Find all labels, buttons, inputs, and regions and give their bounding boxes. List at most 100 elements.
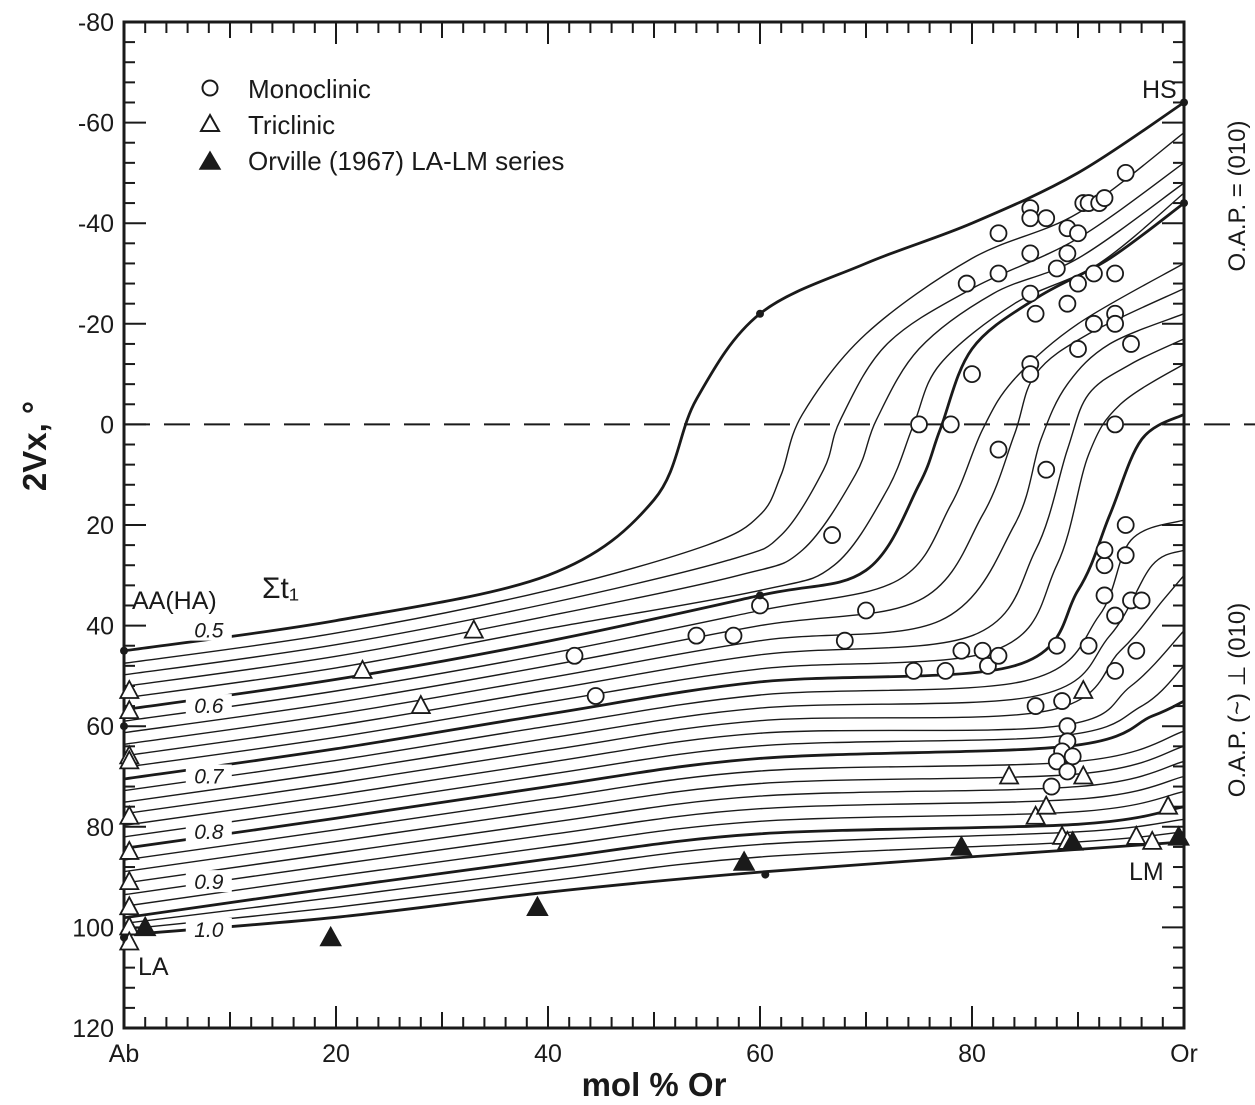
curve-label-backing xyxy=(185,917,232,940)
monoclinic-point xyxy=(910,415,928,434)
monoclinic-point xyxy=(835,631,854,650)
aa-ha-label: AA(HA) xyxy=(132,587,217,615)
curve-value-label: 0.8 xyxy=(194,821,224,844)
monoclinic-point xyxy=(1085,264,1103,283)
monoclinic-point xyxy=(1058,244,1077,263)
y-axis-title: 2Vx, ° xyxy=(16,401,53,491)
triclinic-point xyxy=(1072,764,1094,785)
monoclinic-point xyxy=(1095,556,1114,575)
contour-curve-7 xyxy=(123,287,1185,734)
triclinic-point xyxy=(1157,794,1179,815)
legend-open-triangle-icon xyxy=(199,112,221,132)
monoclinic-point xyxy=(941,415,960,434)
monoclinic-point xyxy=(751,596,769,615)
triclinic-point xyxy=(1025,804,1047,825)
curve-label-backing xyxy=(185,870,232,893)
curve-end-dot xyxy=(756,591,764,600)
y-tick-label: 120 xyxy=(72,1015,114,1043)
monoclinic-point xyxy=(1069,274,1087,293)
contour-curve-15 xyxy=(123,630,1185,826)
contour-curve-14 xyxy=(123,574,1185,815)
la-label: LA xyxy=(138,953,169,981)
y-tick-label: -40 xyxy=(78,210,114,238)
triclinic-point xyxy=(118,870,140,891)
monoclinic-point xyxy=(952,641,971,660)
triclinic-point xyxy=(1141,829,1163,850)
monoclinic-point xyxy=(1058,762,1077,781)
triclinic-point xyxy=(352,658,373,679)
monoclinic-point xyxy=(1095,541,1114,560)
monoclinic-point xyxy=(687,626,706,645)
monoclinic-point xyxy=(1053,692,1071,710)
monoclinic-point xyxy=(1037,460,1056,479)
contour-curve-12 xyxy=(123,519,1185,792)
curve-value-label: 1.0 xyxy=(194,919,224,942)
triclinic-point xyxy=(1072,679,1094,699)
x-tick-label: 80 xyxy=(958,1040,986,1068)
triclinic-point xyxy=(118,679,140,699)
oap-parallel-label: O.A.P. = (010) xyxy=(1224,121,1251,272)
y-tick-label: 20 xyxy=(86,512,114,540)
curve-end-dot xyxy=(756,309,764,318)
triclinic-point xyxy=(118,840,140,860)
contour-curve-13 xyxy=(123,549,1185,803)
contour-curve-17 xyxy=(123,699,1185,850)
monoclinic-point xyxy=(989,224,1008,243)
contour-curve-11 xyxy=(123,413,1185,781)
curve-end-dot xyxy=(761,870,770,879)
triclinic-point xyxy=(463,618,485,639)
monoclinic-point xyxy=(1069,340,1087,358)
contour-curve-9 xyxy=(123,338,1185,757)
monoclinic-point xyxy=(1021,209,1040,228)
monoclinic-point xyxy=(857,601,875,620)
contour-curve-8 xyxy=(123,313,1185,745)
contour-curve-3 xyxy=(123,182,1185,688)
monoclinic-point xyxy=(1106,606,1124,625)
monoclinic-point xyxy=(724,626,743,645)
contour-curve-21 xyxy=(123,775,1185,896)
curve-value-label: 0.6 xyxy=(194,695,224,718)
monoclinic-point xyxy=(989,646,1008,665)
contour-curve-19 xyxy=(123,745,1185,873)
monoclinic-point xyxy=(1106,314,1124,333)
orville-point xyxy=(526,895,549,917)
monoclinic-point xyxy=(1079,636,1098,655)
monoclinic-point xyxy=(989,440,1008,459)
y-tick-label: -60 xyxy=(78,110,114,138)
legend-circle-icon xyxy=(201,79,219,97)
legend-label-monoclinic: Monoclinic xyxy=(248,74,371,104)
x-tick-label: 20 xyxy=(322,1040,350,1068)
legend: Monoclinic Triclinic Orville (1967) LA-L… xyxy=(198,74,564,176)
x-tick-label: 60 xyxy=(746,1040,774,1068)
curve-label-backing xyxy=(185,819,232,842)
curve-value-label: 0.9 xyxy=(194,871,224,894)
x-axis-title: mol % Or xyxy=(582,1066,727,1103)
x-tick-label: Ab xyxy=(109,1040,140,1068)
curve-end-dot xyxy=(1180,199,1188,208)
triclinic-point xyxy=(118,749,140,770)
monoclinic-point xyxy=(1058,294,1077,313)
orville-point xyxy=(732,850,756,871)
monoclinic-point xyxy=(936,661,955,680)
axis-tick-labels: Ab 20 40 60 80 Or -80 -60 -40 -20 0 20 40 60 80 100 120 xyxy=(72,9,1198,1068)
x-tick-label: Or xyxy=(1170,1040,1198,1068)
monoclinic-point xyxy=(1047,259,1066,278)
contour-curve-6 xyxy=(123,262,1185,722)
end-member-dots xyxy=(120,98,1188,942)
sum-t1-label: Σt₁ xyxy=(262,572,299,605)
curve-label-backing xyxy=(185,764,232,787)
monoclinic-point xyxy=(1047,636,1066,655)
curve-label-backing xyxy=(185,694,232,717)
triclinic-point xyxy=(118,895,140,916)
y-tick-label: 40 xyxy=(86,613,114,641)
y-tick-label: 0 xyxy=(100,411,114,439)
monoclinic-point xyxy=(565,646,584,665)
monoclinic-point xyxy=(1106,264,1124,283)
contour-curve-5 xyxy=(123,201,1185,711)
orville-point xyxy=(319,925,342,947)
contour-curve-10 xyxy=(123,363,1185,769)
curve-value-label: 0.7 xyxy=(194,766,225,789)
monoclinic-point xyxy=(1058,717,1077,736)
hs-label: HS xyxy=(1142,76,1177,104)
